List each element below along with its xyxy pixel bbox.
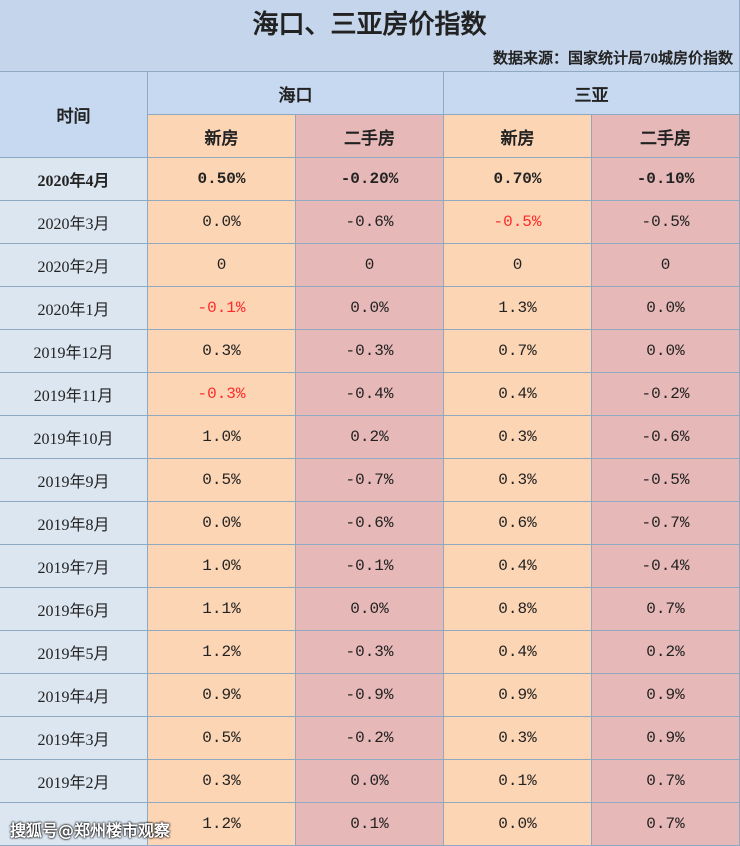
- time-cell: 2019年2月: [0, 760, 148, 803]
- time-cell: 2020年3月: [0, 201, 148, 244]
- time-cell: 2019年11月: [0, 373, 148, 416]
- time-cell: 2019年12月: [0, 330, 148, 373]
- value-cell: 0.2%: [296, 416, 444, 459]
- value-cell: 0.9%: [444, 674, 592, 717]
- value-cell: 0.7%: [592, 803, 740, 846]
- value-cell: -0.5%: [444, 201, 592, 244]
- time-cell: 2019年3月: [0, 717, 148, 760]
- value-cell: 0.0%: [592, 287, 740, 330]
- value-cell: 0.3%: [148, 330, 296, 373]
- credit: 搜狐号@郑州楼市观察: [10, 821, 171, 840]
- value-cell: -0.10%: [592, 158, 740, 201]
- value-cell: 0.1%: [296, 803, 444, 846]
- value-cell: 0.4%: [444, 373, 592, 416]
- value-cell: 0.0%: [148, 502, 296, 545]
- corner-header: 时间: [0, 72, 148, 158]
- title: 海口、三亚房价指数: [0, 0, 740, 44]
- sub-header: 新房: [444, 115, 592, 158]
- value-cell: 0.7%: [592, 760, 740, 803]
- time-cell: 2019年9月: [0, 459, 148, 502]
- value-cell: -0.4%: [592, 545, 740, 588]
- value-cell: 0.8%: [444, 588, 592, 631]
- value-cell: 1.0%: [148, 545, 296, 588]
- value-cell: -0.20%: [296, 158, 444, 201]
- value-cell: 0.9%: [592, 674, 740, 717]
- value-cell: 0.7%: [592, 588, 740, 631]
- value-cell: -0.3%: [296, 330, 444, 373]
- source: 数据来源：国家统计局70城房价指数: [0, 44, 740, 72]
- time-cell: 2019年8月: [0, 502, 148, 545]
- sub-header: 二手房: [592, 115, 740, 158]
- value-cell: 0.0%: [148, 201, 296, 244]
- time-cell: [0, 803, 148, 846]
- value-cell: 1.2%: [148, 803, 296, 846]
- value-cell: -0.7%: [592, 502, 740, 545]
- time-cell: 2020年2月: [0, 244, 148, 287]
- value-cell: -0.1%: [296, 545, 444, 588]
- value-cell: -0.6%: [296, 502, 444, 545]
- value-cell: -0.9%: [296, 674, 444, 717]
- time-cell: 2019年7月: [0, 545, 148, 588]
- time-cell: 2019年10月: [0, 416, 148, 459]
- value-cell: 0.3%: [444, 717, 592, 760]
- value-cell: -0.7%: [296, 459, 444, 502]
- value-cell: 0.0%: [592, 330, 740, 373]
- value-cell: 0.9%: [148, 674, 296, 717]
- value-cell: -0.1%: [148, 287, 296, 330]
- value-cell: 0.50%: [148, 158, 296, 201]
- value-cell: 0.4%: [444, 631, 592, 674]
- value-cell: 0: [296, 244, 444, 287]
- value-cell: -0.2%: [592, 373, 740, 416]
- value-cell: 0.0%: [444, 803, 592, 846]
- time-cell: 2019年5月: [0, 631, 148, 674]
- value-cell: -0.3%: [148, 373, 296, 416]
- time-cell: 2020年1月: [0, 287, 148, 330]
- value-cell: -0.5%: [592, 459, 740, 502]
- time-cell: 2020年4月: [0, 158, 148, 201]
- value-cell: -0.6%: [592, 416, 740, 459]
- value-cell: 0: [148, 244, 296, 287]
- value-cell: 0.3%: [444, 416, 592, 459]
- value-cell: 0.5%: [148, 459, 296, 502]
- group-header: 海口: [148, 72, 444, 115]
- value-cell: -0.4%: [296, 373, 444, 416]
- value-cell: 0.0%: [296, 588, 444, 631]
- value-cell: 1.2%: [148, 631, 296, 674]
- value-cell: -0.6%: [296, 201, 444, 244]
- group-header: 三亚: [444, 72, 740, 115]
- value-cell: 0.3%: [444, 459, 592, 502]
- value-cell: 0.0%: [296, 287, 444, 330]
- value-cell: 0.6%: [444, 502, 592, 545]
- value-cell: 0.0%: [296, 760, 444, 803]
- value-cell: 1.0%: [148, 416, 296, 459]
- value-cell: 0.9%: [592, 717, 740, 760]
- value-cell: 1.1%: [148, 588, 296, 631]
- value-cell: 0.7%: [444, 330, 592, 373]
- value-cell: 0.1%: [444, 760, 592, 803]
- value-cell: 1.3%: [444, 287, 592, 330]
- value-cell: 0.2%: [592, 631, 740, 674]
- value-cell: 0.4%: [444, 545, 592, 588]
- value-cell: 0.70%: [444, 158, 592, 201]
- value-cell: -0.3%: [296, 631, 444, 674]
- value-cell: 0: [592, 244, 740, 287]
- value-cell: 0.3%: [148, 760, 296, 803]
- value-cell: 0: [444, 244, 592, 287]
- value-cell: 0.5%: [148, 717, 296, 760]
- time-cell: 2019年6月: [0, 588, 148, 631]
- value-cell: -0.2%: [296, 717, 444, 760]
- sub-header: 二手房: [296, 115, 444, 158]
- value-cell: -0.5%: [592, 201, 740, 244]
- sub-header: 新房: [148, 115, 296, 158]
- time-cell: 2019年4月: [0, 674, 148, 717]
